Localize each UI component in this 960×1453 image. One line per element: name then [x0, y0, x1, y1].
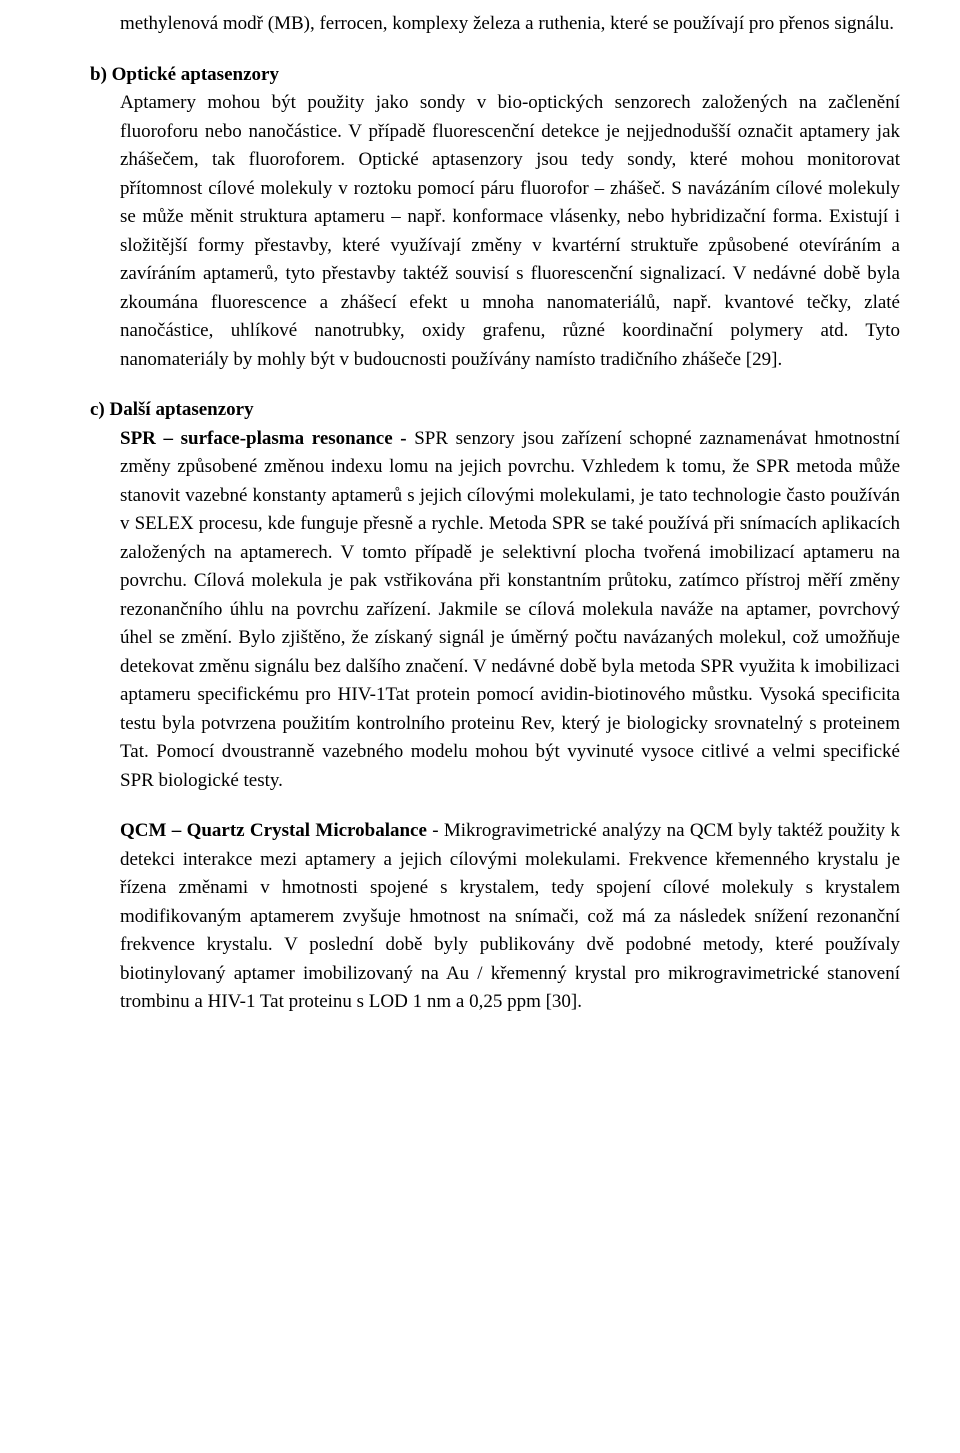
- intro-text: methylenová modř (MB), ferrocen, komplex…: [120, 13, 894, 34]
- spr-body: SPR senzory jsou zařízení schopné zaznam…: [120, 428, 900, 791]
- section-c-title: Další aptasenzory: [110, 399, 254, 420]
- intro-paragraph: methylenová modř (MB), ferrocen, komplex…: [120, 10, 900, 39]
- spr-label: SPR – surface-plasma resonance -: [120, 428, 414, 449]
- section-b-title: Optické aptasenzory: [112, 64, 279, 85]
- section-b-body: Aptamery mohou být použity jako sondy v …: [120, 89, 900, 374]
- section-c: c) Další aptasenzory SPR – surface-plasm…: [90, 396, 900, 795]
- section-b: b) Optické aptasenzory Aptamery mohou bý…: [90, 61, 900, 375]
- qcm-label: QCM – Quartz Crystal Microbalance: [120, 820, 432, 841]
- section-c-spr: SPR – surface-plasma resonance - SPR sen…: [120, 425, 900, 796]
- section-c-marker: c): [90, 399, 105, 420]
- qcm-body: - Mikrogravimetrické analýzy na QCM byly…: [120, 820, 900, 1012]
- section-b-marker: b): [90, 64, 107, 85]
- section-c-qcm: QCM – Quartz Crystal Microbalance - Mikr…: [120, 817, 900, 1017]
